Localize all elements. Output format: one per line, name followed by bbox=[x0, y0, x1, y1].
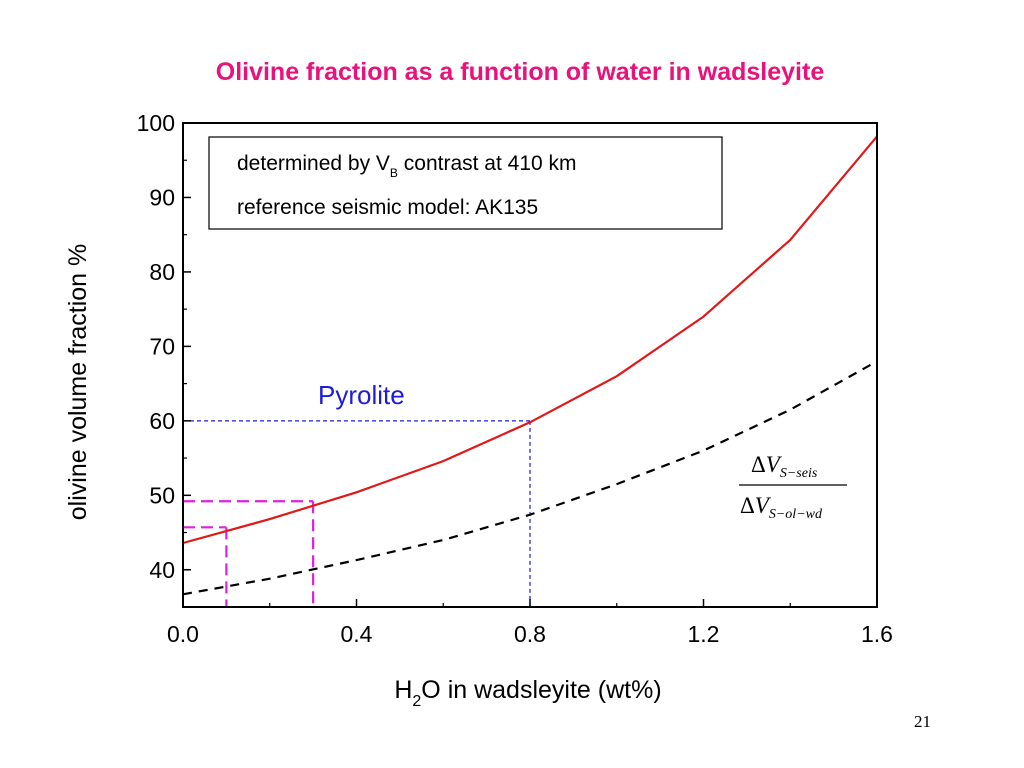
y-tick-label: 60 bbox=[149, 408, 175, 434]
velocity-ratio-line bbox=[182, 360, 878, 596]
y-tick-label: 90 bbox=[149, 184, 175, 210]
x-tick-label: 1.2 bbox=[688, 621, 720, 647]
legend-line-1: determined by VB contrast at 410 km bbox=[237, 152, 577, 180]
data-series bbox=[182, 135, 878, 596]
x-tick-label: 0.8 bbox=[514, 621, 546, 647]
legend-line-2: reference seismic model: AK135 bbox=[237, 196, 538, 219]
x-axis-label-suffix: O in wadsleyite (wt%) bbox=[421, 676, 661, 704]
ratio-numerator: ΔVS−seis bbox=[751, 452, 818, 481]
x-axis-label-prefix: H bbox=[394, 676, 412, 704]
tick-labels: 0.0 0.4 0.8 1.2 1.6 40 50 60 70 80 90 100 bbox=[137, 110, 893, 647]
y-tick-label: 70 bbox=[149, 333, 175, 359]
ratio-denominator: ΔVS−ol−wd bbox=[740, 493, 823, 522]
ratio-den-delta: Δ bbox=[740, 493, 755, 518]
ratio-num-delta: Δ bbox=[751, 452, 766, 477]
x-tick-label: 0.4 bbox=[341, 621, 373, 647]
legend-frame bbox=[208, 136, 723, 230]
y-tick-label: 80 bbox=[149, 259, 175, 285]
legend-line-1-suffix: contrast at 410 km bbox=[398, 152, 577, 175]
ratio-den-sub: S−ol−wd bbox=[769, 507, 823, 522]
axis-ticks bbox=[182, 122, 878, 607]
legend-line-1-subscript: B bbox=[390, 166, 398, 180]
olivine-fraction-line bbox=[182, 135, 878, 545]
x-tick-label: 0.0 bbox=[167, 621, 199, 647]
guide-lines bbox=[183, 420, 531, 607]
y-tick-label: 100 bbox=[137, 110, 175, 136]
y-tick-label: 40 bbox=[149, 557, 175, 583]
legend-box: determined by VB contrast at 410 km refe… bbox=[208, 136, 723, 230]
ratio-num-v: V bbox=[766, 452, 783, 477]
pyrolite-label: Pyrolite bbox=[318, 380, 405, 410]
slide-title: Olivine fraction as a function of water … bbox=[215, 58, 825, 86]
x-axis-label-subscript: 2 bbox=[412, 693, 421, 710]
ratio-den-v: V bbox=[755, 493, 772, 518]
x-tick-label: 1.6 bbox=[861, 621, 893, 647]
x-axis-label: H2O in wadsleyite (wt%) bbox=[394, 676, 661, 710]
y-axis-label: olivine volume fraction % bbox=[64, 244, 92, 521]
ratio-label: ΔVS−seis ΔVS−ol−wd bbox=[739, 452, 847, 522]
page-number: 21 bbox=[914, 712, 931, 731]
legend-line-1-prefix: determined by V bbox=[237, 152, 390, 175]
y-tick-label: 50 bbox=[149, 482, 175, 508]
ratio-num-sub: S−seis bbox=[780, 466, 818, 481]
